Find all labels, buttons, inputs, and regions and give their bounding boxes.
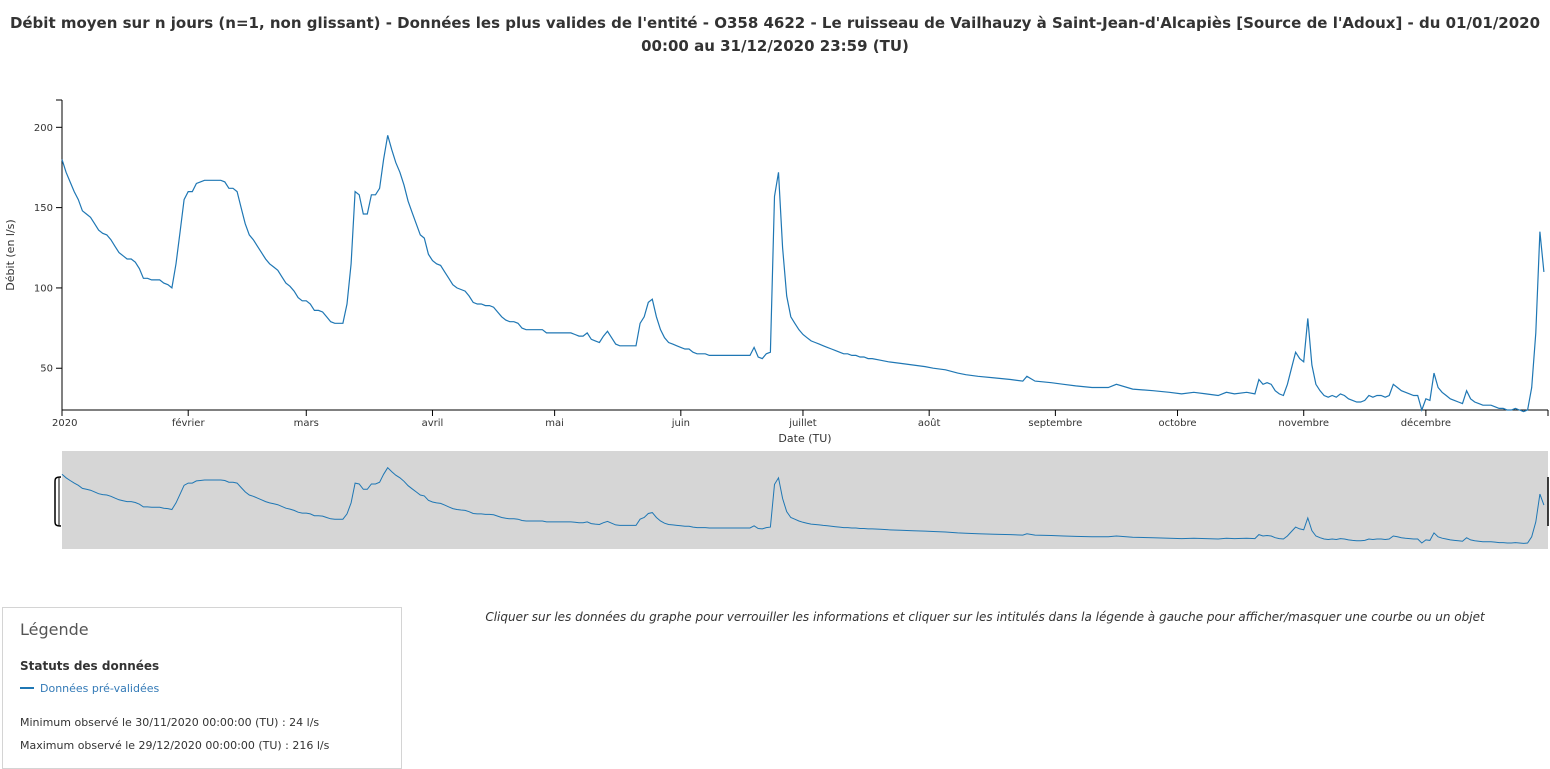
x-tick: août [918, 410, 941, 429]
legend-item-label: Données pré-validées [40, 682, 160, 695]
x-tick: décembre [1401, 410, 1451, 429]
x-tick: juin [671, 410, 690, 429]
y-tick-label: 50 [40, 364, 53, 375]
legend-panel: Légende Statuts des données Données pré-… [2, 607, 402, 769]
x-tick: avril [422, 410, 444, 429]
navigator-selection[interactable] [62, 451, 1548, 549]
x-tick-label: février [172, 417, 206, 429]
main-chart[interactable]: 50 100 150 200 2020 février mars avril mai juin ju… [0, 90, 1550, 450]
x-tick-label: décembre [1401, 417, 1451, 429]
x-axis-label: Date (TU) [778, 432, 831, 445]
y-tick-label: 100 [34, 283, 53, 294]
x-tick-label: août [918, 417, 941, 429]
x-tick: mars [294, 410, 319, 429]
x-tick-label: juillet [788, 418, 817, 429]
legend-minimum: Minimum observé le 30/11/2020 00:00:00 (… [20, 716, 320, 729]
legend-section-title: Statuts des données [20, 659, 160, 673]
x-tick-label: mai [545, 418, 564, 429]
navigator-series-line [61, 466, 1545, 544]
legend-title: Légende [20, 620, 89, 639]
y-tick: 100 [34, 283, 62, 294]
x-tick: novembre [1278, 410, 1329, 429]
navigator-left-handle[interactable] [54, 476, 62, 527]
y-tick: 150 [34, 203, 62, 214]
x-tick-label: avril [422, 418, 444, 429]
x-tick: mai [545, 410, 564, 429]
legend-maximum: Maximum observé le 29/12/2020 00:00:00 (… [20, 739, 330, 752]
x-tick-label: juin [671, 418, 690, 429]
main-axes: 50 100 150 200 2020 février mars avril mai juin ju… [34, 99, 1549, 429]
y-tick: 200 [34, 123, 62, 134]
main-series-line[interactable] [61, 135, 1545, 413]
x-tick-label: novembre [1278, 418, 1329, 429]
x-tick: février [172, 410, 206, 429]
chart-title: Débit moyen sur n jours (n=1, non glissa… [9, 14, 1541, 55]
x-tick: septembre [1028, 410, 1082, 429]
x-tick: octobre [1158, 410, 1197, 429]
x-tick-label: septembre [1028, 418, 1082, 429]
y-axis-label: Débit (en l/s) [4, 219, 17, 290]
x-tick: juillet [788, 410, 817, 429]
legend-swatch [20, 687, 34, 689]
x-tick-label: octobre [1158, 418, 1196, 429]
navigator[interactable] [0, 440, 1550, 555]
y-tick: 50 [40, 364, 62, 375]
x-tick-label: mars [294, 418, 319, 429]
x-tick: 2020 [52, 410, 77, 429]
legend-item-pre-validated[interactable]: Données pré-validées [20, 682, 159, 695]
x-tick-label: 2020 [52, 418, 77, 429]
help-hint: Cliquer sur les données du graphe pour v… [485, 610, 1485, 624]
y-tick-label: 200 [34, 123, 53, 134]
y-tick-label: 150 [34, 203, 53, 214]
